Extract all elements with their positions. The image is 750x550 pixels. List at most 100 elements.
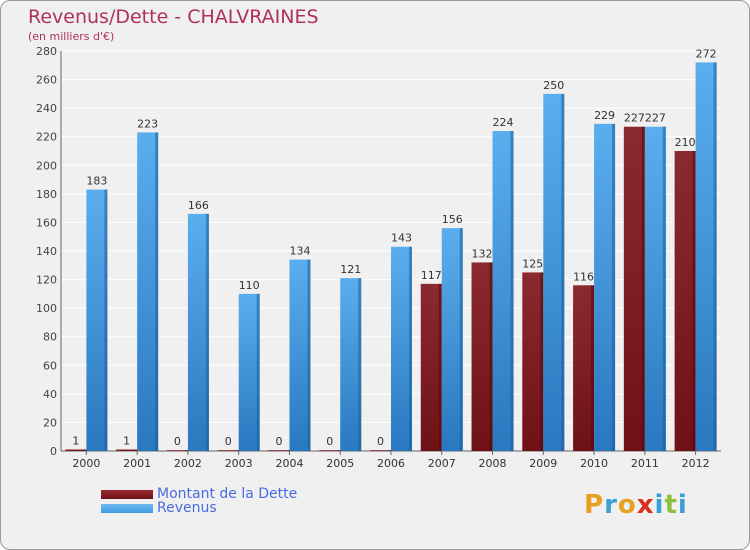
bar-debt bbox=[573, 285, 595, 451]
logo-letter: i bbox=[677, 490, 688, 520]
data-label-revenue: 156 bbox=[442, 213, 463, 226]
bar-revenue-edge bbox=[409, 246, 412, 451]
bar-debt bbox=[217, 450, 239, 451]
proxiti-logo: Proxiti bbox=[584, 490, 688, 520]
legend-swatch-debt bbox=[101, 490, 153, 499]
bar-debt-edge bbox=[641, 126, 645, 451]
x-tick-label: 2005 bbox=[326, 457, 354, 470]
bar-revenue bbox=[644, 126, 666, 451]
x-tick-label: 2012 bbox=[682, 457, 710, 470]
y-tick-label: 100 bbox=[36, 302, 57, 315]
bar-debt-edge bbox=[184, 450, 188, 451]
data-label-debt: 117 bbox=[421, 269, 442, 282]
y-tick-label: 180 bbox=[36, 188, 57, 201]
bar-revenue-edge bbox=[561, 93, 565, 451]
bar-revenue-edge bbox=[358, 278, 362, 451]
data-label-revenue: 166 bbox=[188, 199, 209, 212]
data-label-revenue: 134 bbox=[289, 245, 310, 258]
data-label-debt: 1 bbox=[72, 435, 79, 448]
bar-revenue-edge bbox=[205, 213, 209, 451]
x-tick-label: 2011 bbox=[631, 457, 659, 470]
x-tick-label: 2007 bbox=[428, 457, 456, 470]
y-tick-label: 80 bbox=[43, 331, 57, 344]
bar-debt-edge bbox=[134, 449, 138, 451]
bar-debt-edge bbox=[489, 262, 493, 451]
y-tick-label: 220 bbox=[36, 131, 57, 144]
x-tick-label: 2004 bbox=[275, 457, 303, 470]
y-tick-label: 20 bbox=[43, 416, 57, 429]
bar-debt bbox=[166, 450, 188, 451]
bar-revenue-edge bbox=[104, 189, 108, 452]
bar-debt-edge bbox=[692, 151, 696, 451]
bar-debt bbox=[522, 272, 544, 451]
bar-debt-edge bbox=[337, 450, 341, 451]
x-tick-label: 2009 bbox=[529, 457, 557, 470]
bar-revenue bbox=[391, 246, 412, 451]
y-tick-label: 60 bbox=[43, 359, 57, 372]
x-tick-label: 2003 bbox=[225, 457, 253, 470]
data-label-debt: 0 bbox=[377, 435, 384, 448]
bar-debt-edge bbox=[438, 283, 442, 451]
bar-revenue-edge bbox=[612, 123, 616, 451]
data-label-revenue: 183 bbox=[86, 175, 107, 188]
data-label-revenue: 224 bbox=[493, 116, 514, 129]
logo-letter: o bbox=[617, 490, 637, 520]
bar-debt bbox=[471, 262, 493, 451]
bar-revenue bbox=[86, 189, 108, 452]
bar-revenue bbox=[340, 278, 362, 451]
x-tick-label: 2000 bbox=[72, 457, 100, 470]
x-tick-label: 2001 bbox=[123, 457, 151, 470]
bar-debt bbox=[319, 450, 341, 451]
bar-debt bbox=[116, 449, 138, 451]
y-tick-label: 160 bbox=[36, 216, 57, 229]
bar-revenue bbox=[441, 228, 463, 451]
bar-revenue bbox=[289, 259, 311, 451]
x-tick-label: 2006 bbox=[377, 457, 405, 470]
y-tick-label: 140 bbox=[36, 245, 57, 258]
y-tick-label: 260 bbox=[36, 74, 57, 87]
y-tick-label: 280 bbox=[36, 45, 57, 58]
bar-revenue bbox=[492, 131, 514, 451]
data-label-debt: 210 bbox=[675, 136, 696, 149]
bar-revenue bbox=[137, 132, 159, 451]
legend-label-debt: Montant de la Dette bbox=[157, 486, 298, 502]
bar-debt-edge bbox=[540, 272, 544, 451]
bar-revenue-edge bbox=[256, 293, 260, 451]
data-label-revenue: 110 bbox=[239, 279, 260, 292]
data-label-debt: 227 bbox=[624, 112, 645, 125]
bar-revenue-edge bbox=[459, 228, 463, 451]
data-label-revenue: 250 bbox=[543, 79, 564, 92]
x-tick-label: 2002 bbox=[174, 457, 202, 470]
data-label-debt: 125 bbox=[522, 257, 543, 270]
legend-swatch-revenue bbox=[101, 504, 153, 513]
y-tick-label: 0 bbox=[50, 445, 57, 458]
x-tick-label: 2008 bbox=[479, 457, 507, 470]
logo-letter: P bbox=[584, 490, 605, 520]
y-tick-label: 40 bbox=[43, 388, 57, 401]
y-tick-label: 240 bbox=[36, 102, 57, 115]
bar-revenue-edge bbox=[662, 126, 666, 451]
bar-revenue bbox=[543, 93, 565, 451]
data-label-debt: 132 bbox=[472, 247, 493, 260]
chart-subtitle: (en milliers d'€) bbox=[28, 30, 115, 43]
bar-revenue-edge bbox=[155, 132, 159, 451]
logo-letter: t bbox=[664, 490, 678, 520]
bar-revenue-edge bbox=[713, 62, 717, 452]
chart-title: Revenus/Dette - CHALVRAINES bbox=[28, 6, 319, 28]
bar-revenue bbox=[695, 62, 717, 452]
bar-revenue bbox=[187, 213, 209, 451]
bar-revenue bbox=[238, 293, 260, 451]
bar-debt-edge bbox=[235, 450, 239, 451]
bar-debt-edge bbox=[388, 450, 391, 451]
logo-letter: x bbox=[636, 490, 655, 520]
data-label-revenue: 143 bbox=[391, 232, 412, 245]
y-tick-label: 200 bbox=[36, 159, 57, 172]
bar-debt bbox=[420, 283, 442, 451]
logo-letter: i bbox=[654, 490, 665, 520]
bar-debt-edge bbox=[591, 285, 595, 451]
data-label-debt: 0 bbox=[275, 435, 282, 448]
data-label-debt: 0 bbox=[225, 435, 232, 448]
bar-revenue bbox=[594, 123, 616, 451]
